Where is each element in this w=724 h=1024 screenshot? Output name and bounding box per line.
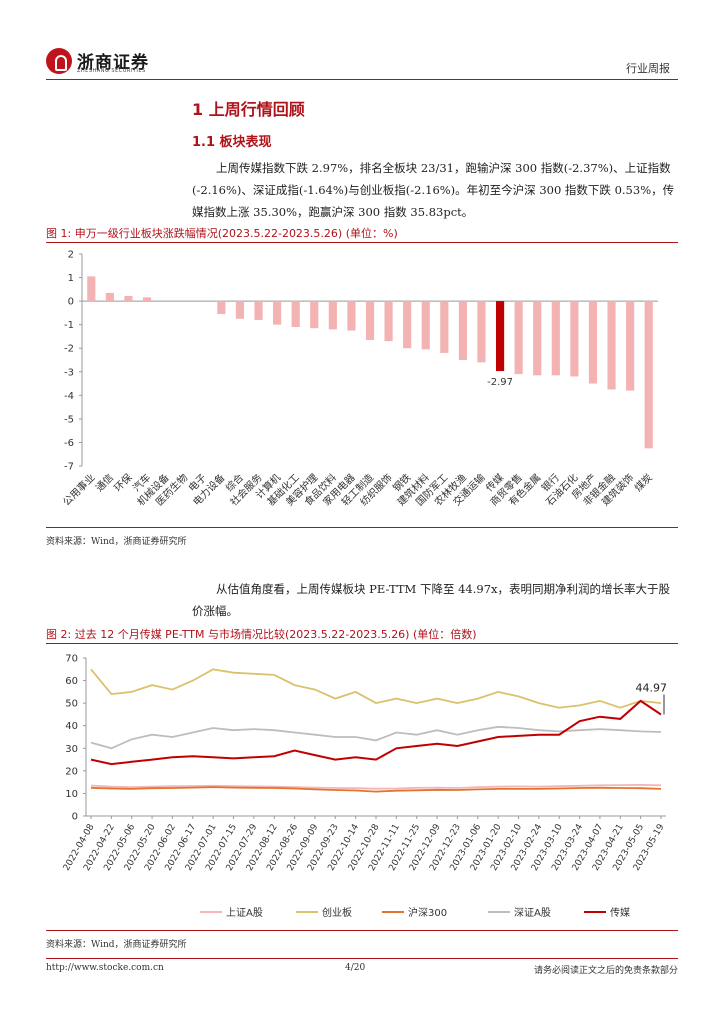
logo-subtext: ZHESHANG SECURITIES (77, 68, 146, 74)
figure2-line-chart: 0102030405060702022-04-082022-04-222022-… (62, 654, 668, 920)
y-tick-label: 2 (68, 250, 74, 261)
x-category-label: 环保 (111, 471, 134, 494)
y-tick-label: 0 (68, 297, 74, 308)
bar (607, 301, 616, 390)
y-tick-label: 70 (65, 654, 78, 665)
figure2-caption: 图 2: 过去 12 个月传媒 PE-TTM 与市场情况比较(2023.5.22… (46, 628, 477, 641)
bar (291, 301, 300, 328)
logo-text: 浙商证券 (77, 53, 149, 73)
footer-disclaimer: 请务必阅读正文之后的免责条款部分 (533, 966, 678, 976)
y-tick-label: -2 (64, 344, 74, 355)
header-divider (46, 79, 678, 80)
bar (458, 301, 467, 360)
bar (403, 301, 412, 349)
bar (421, 301, 430, 350)
y-tick-label: 20 (65, 766, 78, 777)
bar (440, 301, 449, 353)
bar (533, 301, 542, 376)
series-line-上证A股 (90, 783, 662, 790)
bar (124, 295, 133, 302)
x-category-label: 公用事业 (60, 471, 97, 508)
y-tick-label: -4 (64, 391, 74, 402)
bar (310, 301, 319, 329)
y-tick-label: -3 (64, 367, 74, 378)
bar (254, 301, 263, 320)
y-tick-label: -5 (64, 414, 74, 425)
bar (514, 301, 523, 375)
y-tick-label: -1 (64, 320, 74, 331)
paragraph-valuation: 从估值角度看，上周传媒板块 PE-TTM 下降至 44.97x，表明同期净利润的… (192, 582, 671, 618)
bar (384, 301, 393, 342)
paragraph-performance: 上周传媒指数下跌 2.97%，排名全板块 23/31，跑输沪深 300 指数(-… (192, 161, 675, 219)
y-tick-label: 60 (65, 676, 78, 687)
bar (626, 301, 635, 391)
x-category-label: 煤炭 (631, 471, 654, 494)
bar (588, 301, 598, 384)
figure2-top-rule (46, 643, 678, 644)
bar (570, 301, 579, 377)
series-line-深证A股 (90, 725, 662, 750)
y-tick-label: -6 (64, 438, 74, 449)
legend-label: 深证A股 (514, 907, 551, 919)
bar (217, 301, 226, 315)
y-tick-label: 30 (65, 744, 78, 755)
subsection-title: 1.1 板块表现 (192, 135, 272, 150)
bar (365, 301, 375, 340)
bar (235, 301, 245, 319)
series-line-传媒 (90, 699, 662, 766)
figure1-caption: 图 1: 申万一级行业板块涨跌幅情况(2023.5.22-2023.5.26) … (46, 227, 398, 240)
y-tick-label: 0 (72, 812, 78, 823)
highlight-value-label: -2.97 (487, 377, 513, 388)
bar (644, 301, 653, 449)
y-tick-label: 1 (68, 273, 74, 284)
figure2-source: 资料来源：Wind，浙商证券研究所 (46, 940, 187, 950)
bar (273, 301, 282, 325)
bar (142, 297, 152, 302)
bar (551, 301, 560, 376)
end-value-label: 44.97 (636, 681, 668, 694)
figure2-bottom-rule (46, 930, 678, 931)
bar (495, 301, 505, 372)
legend-label: 上证A股 (226, 907, 263, 919)
report-type: 行业周报 (626, 62, 670, 75)
y-tick-label: 50 (65, 699, 78, 710)
section-title: 1 上周行情回顾 (192, 100, 305, 119)
footer-url[interactable]: http://www.stocke.com.cn (46, 963, 164, 973)
page-number: 4/20 (345, 963, 366, 973)
figure1-bottom-rule (46, 527, 678, 528)
bar (87, 276, 96, 302)
footer-divider (46, 958, 678, 959)
series-line-沪深300 (90, 786, 662, 793)
bar (328, 301, 337, 330)
y-tick-label: -7 (64, 462, 74, 473)
bar (347, 301, 356, 331)
figure1-top-rule (46, 242, 678, 243)
figure1-source: 资料来源：Wind，浙商证券研究所 (46, 537, 187, 547)
series-line-创业板 (90, 668, 662, 709)
bar (477, 301, 486, 363)
legend-label: 创业板 (322, 906, 352, 919)
figure1-bar-chart: 210-1-2-3-4-5-6-7公用事业通信环保汽车机械设备医药生物电子电力设… (60, 250, 658, 508)
x-category-label: 通信 (93, 472, 116, 495)
y-tick-label: 40 (65, 721, 78, 732)
y-tick-label: 10 (65, 789, 78, 800)
legend-label: 传媒 (610, 907, 630, 919)
legend-label: 沪深300 (408, 906, 447, 919)
logo-icon (46, 48, 72, 74)
bar (105, 292, 114, 302)
